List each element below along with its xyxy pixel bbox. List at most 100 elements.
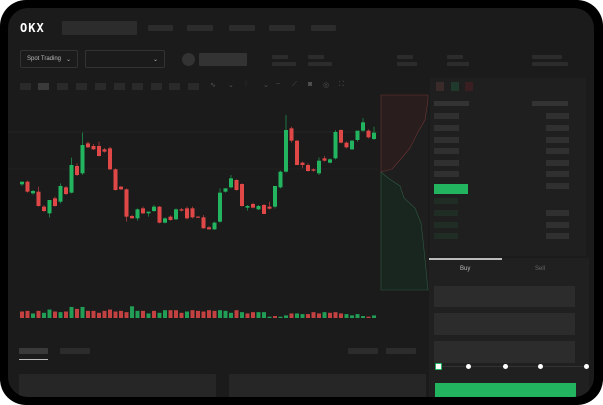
candle [53,196,57,207]
ruler-icon[interactable]: ⟋ [292,81,297,88]
search-bar[interactable] [62,21,137,35]
slider-handle[interactable] [435,363,442,370]
volume-bar [284,315,288,318]
volume-bar [163,310,167,318]
candle [20,181,24,186]
tab-open-orders[interactable] [19,348,48,354]
interval-button[interactable] [188,83,199,90]
volume-bar [80,306,85,318]
candle-body [141,208,145,214]
volume-bar [141,310,145,318]
candle-body [47,200,52,214]
interval-button[interactable] [114,83,125,90]
ask-price [434,113,459,119]
filter-button[interactable] [348,348,378,354]
volume-bar [344,314,349,318]
okx-logo[interactable]: OKX [20,21,45,35]
candle [102,148,107,153]
price-chart[interactable] [8,8,594,397]
active-tab-indicator [19,359,48,360]
bid-amount [546,222,569,228]
interval-button[interactable] [132,83,143,90]
candle-body [273,186,277,207]
buy-button[interactable] [435,383,576,397]
volume-bar [91,310,96,318]
volume-bar [317,313,321,318]
nav-item[interactable] [187,25,213,31]
candle [86,141,90,148]
candle [251,202,255,209]
candle [306,163,310,172]
candle-body [262,205,266,214]
spot-trading-dropdown[interactable]: Spot Trading ⌄ [20,50,78,68]
volume-bar [295,313,299,318]
interval-button[interactable] [169,83,180,90]
candle [218,188,222,223]
bid-price [434,198,458,204]
slider-track[interactable] [439,366,587,367]
volume-bar [278,316,283,318]
volume-bar [53,311,57,318]
candle-body [102,149,107,152]
candle-icon[interactable]: ⫶ [245,81,247,88]
ask-price [434,171,459,177]
slider-step-75[interactable] [538,364,543,369]
bids-icon[interactable] [451,82,459,91]
price-input[interactable] [434,286,575,307]
interval-button[interactable] [151,83,162,90]
candle-body [179,209,184,211]
filter-button[interactable] [386,348,416,354]
candle-body [185,208,189,219]
nav-item[interactable] [148,25,173,31]
chevron-down-icon: ⌄ [152,56,158,63]
chevron-down-icon[interactable]: ⌄ [228,82,234,89]
both-sides-icon[interactable] [436,82,444,91]
volume-bar [190,310,195,318]
interval-button[interactable] [76,83,87,90]
candle [119,186,123,190]
candle-body [278,171,283,188]
tab-buy[interactable]: Buy [460,266,471,272]
candle [157,206,162,224]
candle [64,186,68,195]
candle [69,157,74,194]
candle [108,146,112,170]
amount-input[interactable] [434,313,575,335]
volume-bar [168,310,173,318]
candle [130,215,134,219]
total-input[interactable] [434,341,575,363]
nav-item[interactable] [269,25,295,31]
volume-bar [322,312,327,318]
slider-step-25[interactable] [466,364,471,369]
settings-icon[interactable]: ◎ [323,82,330,89]
volume-bar [58,312,63,318]
line-chart-icon[interactable]: ∿ [210,82,216,89]
volume-bar [223,310,228,318]
stat-label [532,55,562,59]
depth-bids-area [380,171,429,291]
tab-sell[interactable]: Sell [535,266,546,272]
candle-body [284,130,288,172]
asks-icon[interactable] [465,82,473,91]
pair-selector[interactable]: ⌄ [85,50,165,68]
slider-step-100[interactable] [584,364,589,369]
candle [350,140,354,150]
interval-button[interactable] [57,83,68,90]
volume-bar [306,314,310,318]
fullscreen-icon[interactable]: ⛶ [339,81,344,88]
interval-button-active[interactable] [38,83,49,90]
volume-bar [64,311,68,318]
nav-item[interactable] [229,25,255,31]
candle-body [42,206,46,211]
candle [256,205,261,210]
nav-item[interactable] [311,25,336,31]
chevron-down-icon[interactable]: ⌄ [263,82,269,89]
tab-order-history[interactable] [60,348,90,354]
wave-icon[interactable]: ~ [276,81,281,88]
slider-step-50[interactable] [503,364,508,369]
interval-button[interactable] [95,83,106,90]
interval-button[interactable] [20,83,31,90]
camera-icon[interactable]: ◙ [308,81,313,88]
candle-body [218,192,222,222]
volume-bar [267,316,272,318]
